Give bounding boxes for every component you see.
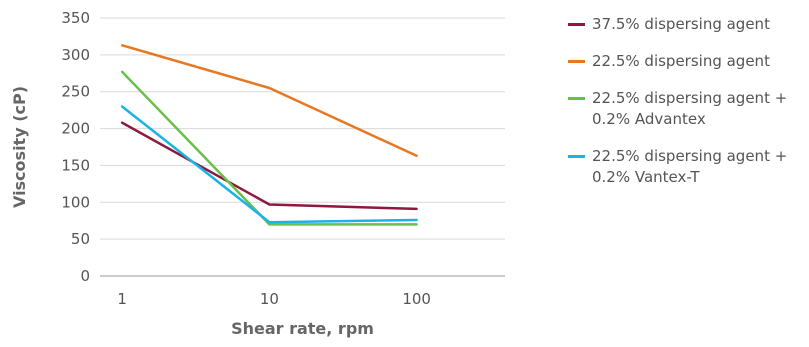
y-tick-label: 150	[61, 156, 90, 174]
legend-label: 22.5% dispersing agent +0.2% Vantex-T	[592, 147, 788, 186]
legend-item: 22.5% dispersing agent +0.2% Advantex	[568, 88, 808, 130]
x-tick-label: 1	[117, 290, 127, 308]
data-point	[415, 223, 418, 226]
x-tick-label: 100	[402, 290, 431, 308]
data-point	[120, 105, 124, 108]
data-point	[415, 218, 418, 222]
data-point	[415, 154, 418, 158]
legend-swatch	[568, 60, 585, 63]
legend-swatch	[568, 23, 585, 26]
legend-label: 22.5% dispersing agent +0.2% Advantex	[592, 89, 788, 128]
data-point	[120, 44, 124, 47]
y-axis-title: Viscosity (cP)	[10, 86, 29, 208]
data-point	[415, 207, 418, 211]
y-tick-label: 250	[61, 83, 90, 101]
y-tick-label: 50	[71, 230, 90, 248]
legend-swatch	[568, 97, 585, 100]
x-axis-title: Shear rate, rpm	[231, 319, 374, 338]
y-tick-label: 0	[80, 267, 90, 285]
data-point	[120, 121, 124, 124]
x-tick-label: 10	[260, 290, 279, 308]
legend-swatch	[568, 155, 585, 158]
data-point	[268, 86, 271, 90]
data-point	[268, 220, 271, 224]
data-point	[120, 70, 124, 74]
data-point	[268, 203, 271, 206]
data-point	[268, 223, 271, 226]
y-tick-label: 300	[61, 46, 90, 64]
legend-item: 37.5% dispersing agent	[568, 14, 808, 35]
y-tick-label: 350	[61, 9, 90, 27]
legend-label: 37.5% dispersing agent	[592, 15, 770, 33]
y-tick-label: 200	[61, 120, 90, 138]
legend-label: 22.5% dispersing agent	[592, 52, 770, 70]
y-tick-label: 100	[61, 193, 90, 211]
legend-item: 22.5% dispersing agent	[568, 51, 808, 72]
legend-item: 22.5% dispersing agent +0.2% Vantex-T	[568, 146, 808, 188]
legend: 37.5% dispersing agent 22.5% dispersing a…	[568, 14, 808, 204]
series-line-2	[121, 44, 418, 157]
